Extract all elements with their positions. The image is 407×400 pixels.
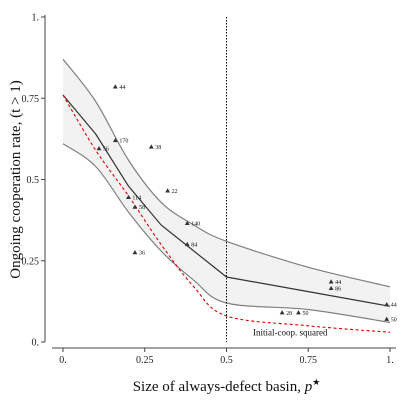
y-tick-label: 0.25 <box>22 256 40 267</box>
x-axis-label-text: Size of always-defect basin, <box>133 379 305 395</box>
data-point <box>279 310 285 315</box>
data-point-label: 84 <box>191 243 197 249</box>
x-tick-label: 0. <box>59 355 67 366</box>
y-tick-label: 1. <box>32 13 40 24</box>
fit-line <box>62 94 391 307</box>
axes <box>41 15 396 352</box>
data-point-label: 50 <box>391 317 397 323</box>
data-point-label: 58 <box>139 205 145 211</box>
data-point-label: 36 <box>139 251 145 257</box>
data-point <box>384 302 390 307</box>
y-tick-label: 0. <box>32 338 40 349</box>
x-tick-label: 0.5 <box>220 355 233 366</box>
curve-annotation: Initial-coop. squared <box>253 328 328 338</box>
data-point <box>132 250 138 255</box>
band-upper-edge <box>62 58 391 288</box>
y-tick-label: 0.5 <box>27 175 40 186</box>
data-point <box>148 144 154 149</box>
x-axis-label-symbol: p <box>304 379 313 395</box>
reference-curve <box>62 94 391 333</box>
data-point <box>132 204 138 209</box>
data-point <box>384 316 390 321</box>
x-axis-label: Size of always-defect basin, p★ <box>133 377 321 395</box>
x-tick-label: 0.25 <box>136 355 154 366</box>
x-axis-label-superscript: ★ <box>312 377 320 387</box>
data-point-label: 86 <box>335 286 341 292</box>
data-point-label: 38 <box>155 145 161 151</box>
data-point <box>112 84 118 89</box>
data-point-label: 50 <box>302 311 308 317</box>
data-point-label: 170 <box>119 139 128 145</box>
data-point-label: 44 <box>119 85 125 91</box>
x-tick-label: 0.75 <box>300 355 318 366</box>
data-point <box>96 146 102 151</box>
data-point-label: 140 <box>191 221 200 227</box>
band-lower-edge <box>62 143 391 324</box>
data-point <box>165 188 171 193</box>
data-point-label: 114 <box>132 195 141 201</box>
x-tick-label: 1. <box>386 355 394 366</box>
data-point <box>184 220 190 225</box>
data-point <box>296 310 301 315</box>
tick-labels: 0. 0.25 0.5 0.75 1. 0. 0.25 0.5 0.75 1. <box>22 13 394 367</box>
y-axis-label: Ongoing cooperation rate, (t > 1) <box>8 80 24 278</box>
data-point-label: 22 <box>172 189 178 195</box>
data-point <box>328 279 334 284</box>
data-point <box>112 137 118 143</box>
data-point-label: 56 <box>103 147 109 153</box>
data-point <box>126 194 131 199</box>
data-point-label: 44 <box>391 303 397 309</box>
data-point-label: 44 <box>335 280 341 286</box>
fit-lines <box>62 94 391 333</box>
y-tick-label: 0.75 <box>22 94 40 105</box>
data-point-label: 28 <box>286 311 292 317</box>
data-point <box>184 241 190 247</box>
data-point <box>328 285 334 290</box>
